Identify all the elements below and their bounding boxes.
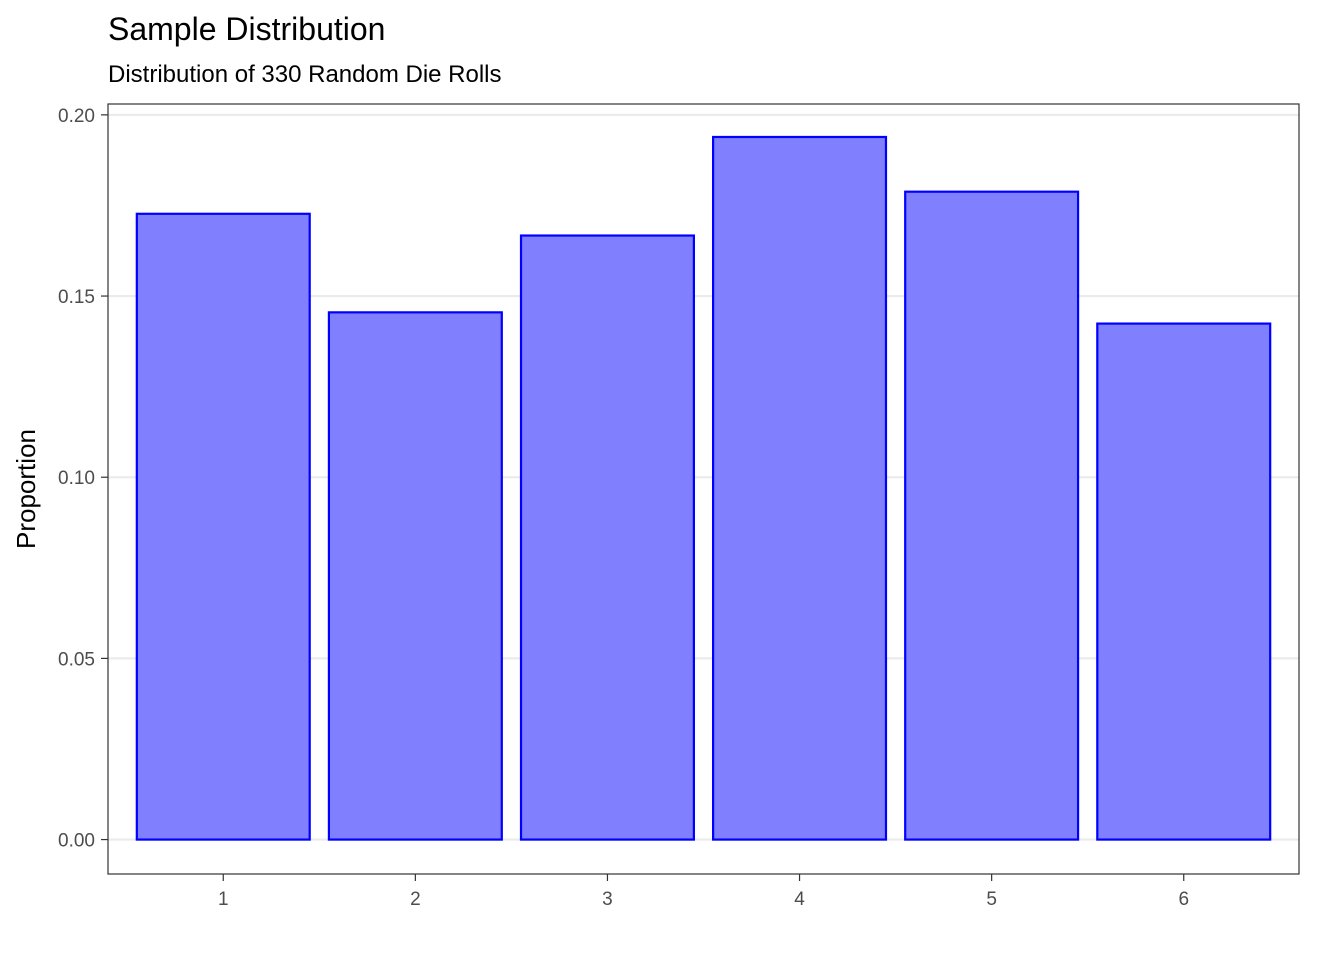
x-tick-label: 1 <box>218 889 229 910</box>
bars <box>135 135 1272 841</box>
y-tick-label: 0.20 <box>58 106 95 127</box>
chart-title: Sample Distribution <box>108 11 385 47</box>
x-tick-label: 4 <box>794 889 805 910</box>
x-tick-label: 2 <box>410 889 421 910</box>
plot-panel-border <box>107 103 1300 875</box>
y-tick-label: 0.10 <box>58 468 95 489</box>
bar-5 <box>904 190 1080 841</box>
x-axis: 1 2 3 4 5 6 <box>218 874 1189 910</box>
chart-subtitle: Distribution of 330 Random Die Rolls <box>108 61 502 88</box>
bar-2 <box>327 311 503 841</box>
y-tick-label: 0.15 <box>58 287 95 308</box>
x-tick-label: 3 <box>602 889 613 910</box>
y-axis: 0.00 0.05 0.10 0.15 0.20 <box>58 106 108 852</box>
bar-1 <box>135 212 311 841</box>
y-tick-label: 0.00 <box>58 831 95 852</box>
bar-4 <box>712 135 888 841</box>
y-tick-label: 0.05 <box>58 649 95 670</box>
bar-6 <box>1096 322 1272 841</box>
x-tick-label: 5 <box>986 889 997 910</box>
bar-3 <box>519 234 695 841</box>
y-axis-label: Proportion <box>11 429 41 549</box>
x-tick-label: 6 <box>1178 889 1189 910</box>
